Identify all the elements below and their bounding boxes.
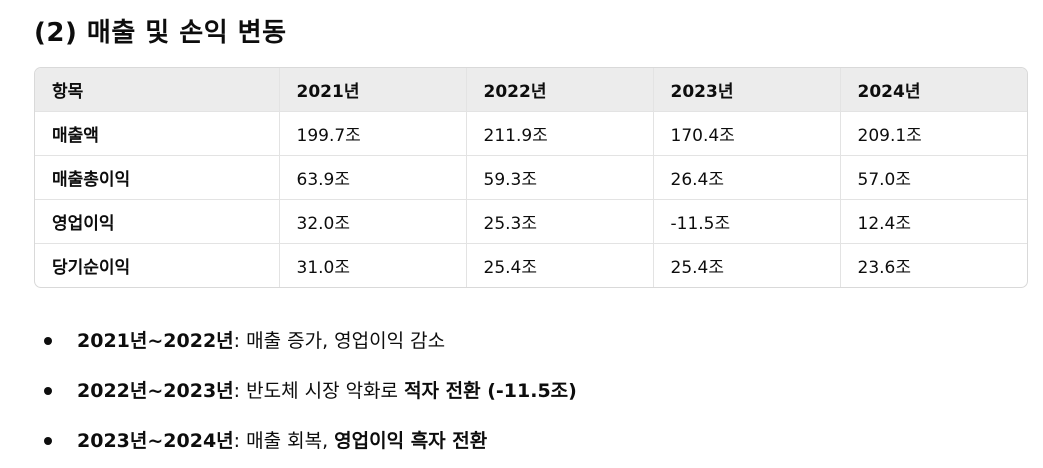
period-label: 2022년~2023년 [77,380,234,402]
bullet-icon [44,437,52,445]
table-cell: 199.7조 [279,111,467,156]
header-2021: 2021년 [279,68,467,112]
financial-table: 항목 2021년 2022년 2023년 2024년 매출액 199.7조 21… [35,68,1027,287]
table-row: 영업이익 32.0조 25.3조 -11.5조 12.4조 [35,199,1027,244]
table-cell: 63.9조 [279,155,467,200]
table-cell: 25.4조 [653,243,841,287]
table-cell: 31.0조 [279,243,467,287]
period-label: 2021년~2022년 [77,330,234,352]
table-cell: 57.0조 [840,155,1027,200]
row-label: 당기순이익 [35,243,280,287]
table-row: 당기순이익 31.0조 25.4조 25.4조 23.6조 [35,243,1027,287]
bullet-icon [44,387,52,395]
table-cell: 12.4조 [840,199,1027,244]
table-cell: 25.3조 [466,199,654,244]
row-label: 영업이익 [35,199,280,244]
header-2022: 2022년 [466,68,654,112]
table-cell: 170.4조 [653,111,841,156]
header-2023: 2023년 [653,68,841,112]
table-cell: 23.6조 [857,258,912,278]
row-label: 매출총이익 [35,155,280,200]
bullet-icon [44,337,52,345]
list-item: 2023년~2024년: 매출 회복, 영업이익 흑자 전환 [40,416,577,466]
financial-table-container: 항목 2021년 2022년 2023년 2024년 매출액 199.7조 21… [34,67,1028,288]
section-heading: (2) 매출 및 손익 변동 [34,18,287,48]
header-item: 항목 [35,68,280,112]
summary-text: 반도체 시장 악화로 [246,380,405,402]
table-cell: 25.4조 [466,243,654,287]
table-row: 매출액 199.7조 211.9조 170.4조 209.1조 [35,111,1027,156]
table-cell: 59.3조 [466,155,654,200]
separator: : [233,430,247,452]
separator: : [233,380,247,402]
row-label: 매출액 [35,111,280,156]
table-cell: 32.0조 [279,199,467,244]
table-header-row: 항목 2021년 2022년 2023년 2024년 [35,68,1027,112]
table-cell: 211.9조 [466,111,654,156]
summary-emphasis: 적자 전환 (-11.5조) [404,380,577,402]
summary-list: 2021년~2022년: 매출 증가, 영업이익 감소 2022년~2023년:… [40,316,577,466]
table-row: 매출총이익 63.9조 59.3조 26.4조 57.0조 [35,155,1027,200]
separator: : [233,330,247,352]
list-item: 2021년~2022년: 매출 증가, 영업이익 감소 [40,316,577,366]
list-item: 2022년~2023년: 반도체 시장 악화로 적자 전환 (-11.5조) [40,366,577,416]
summary-text: 매출 증가, 영업이익 감소 [246,330,446,352]
table-cell: 209.1조 [840,111,1027,156]
summary-text: 매출 회복, [246,430,335,452]
summary-emphasis: 영업이익 흑자 전환 [334,430,488,452]
table-cell: -11.5조 [653,199,841,244]
table-cell: 26.4조 [653,155,841,200]
header-2024: 2024년 [840,68,1027,112]
period-label: 2023년~2024년 [77,430,234,452]
